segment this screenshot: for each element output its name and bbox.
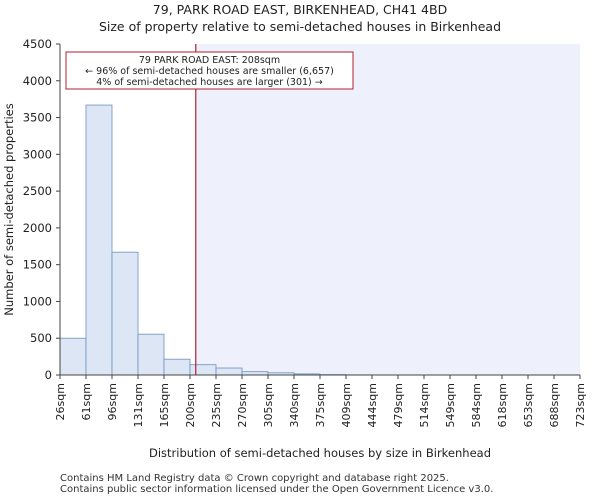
y-tick-label: 0 — [45, 368, 52, 382]
chart-title: 79, PARK ROAD EAST, BIRKENHEAD, CH41 4BD — [152, 2, 448, 17]
x-tick-label: 723sqm — [574, 383, 587, 427]
x-tick-label: 270sqm — [236, 383, 249, 427]
y-tick-label: 2500 — [23, 184, 52, 198]
y-tick-label: 4000 — [23, 74, 52, 88]
x-tick-label: 618sqm — [496, 383, 509, 427]
y-tick-label: 1000 — [23, 294, 52, 308]
x-tick-label: 96sqm — [106, 383, 119, 420]
annotation-box — [65, 51, 354, 90]
x-tick-label: 61sqm — [80, 383, 93, 420]
annotation-line-1: 79 PARK ROAD EAST: 208sqm — [139, 55, 280, 66]
histogram-bar — [59, 337, 87, 376]
x-tick-label: 200sqm — [184, 383, 197, 427]
larger-region-shading — [195, 44, 580, 375]
footer-line-2: Contains public sector information licen… — [60, 484, 494, 495]
histogram-bar — [137, 333, 165, 376]
x-tick-label: 340sqm — [288, 383, 301, 427]
x-tick-label: 131sqm — [132, 383, 145, 427]
y-tick-label: 4500 — [23, 37, 52, 51]
y-tick-label: 2000 — [23, 221, 52, 235]
x-tick-label: 479sqm — [392, 383, 405, 427]
x-tick-label: 514sqm — [418, 383, 431, 427]
x-tick-label: 688sqm — [548, 383, 561, 427]
footer-line-1: Contains HM Land Registry data © Crown c… — [60, 473, 449, 484]
chart-subtitle: Size of property relative to semi-detach… — [98, 19, 502, 34]
y-tick-label: 1500 — [23, 258, 52, 272]
x-tick-label: 26sqm — [54, 383, 67, 420]
x-tick-label: 549sqm — [444, 383, 457, 427]
x-tick-label: 235sqm — [210, 383, 223, 427]
x-tick-label: 584sqm — [470, 383, 483, 427]
histogram-bar — [189, 364, 217, 376]
annotation-line-3: 4% of semi-detached houses are larger (3… — [96, 77, 323, 88]
y-axis-label: Number of semi-detached properties — [2, 103, 16, 315]
x-tick-label: 165sqm — [158, 383, 171, 427]
histogram-bar — [111, 251, 139, 376]
y-tick-label: 500 — [30, 331, 52, 345]
histogram-bar — [85, 104, 113, 376]
y-tick-label: 3500 — [23, 111, 52, 125]
x-tick-label: 305sqm — [262, 383, 275, 427]
annotation-line-2: ← 96% of semi-detached houses are smalle… — [85, 66, 334, 77]
y-tick-label: 3000 — [23, 147, 52, 161]
histogram-bar — [215, 367, 243, 376]
x-axis-label: Distribution of semi-detached houses by … — [149, 446, 491, 460]
x-tick-label: 375sqm — [314, 383, 327, 427]
x-tick-label: 653sqm — [522, 383, 535, 427]
x-tick-label: 444sqm — [366, 383, 379, 427]
histogram-bar — [163, 358, 191, 376]
x-tick-label: 409sqm — [340, 383, 353, 427]
